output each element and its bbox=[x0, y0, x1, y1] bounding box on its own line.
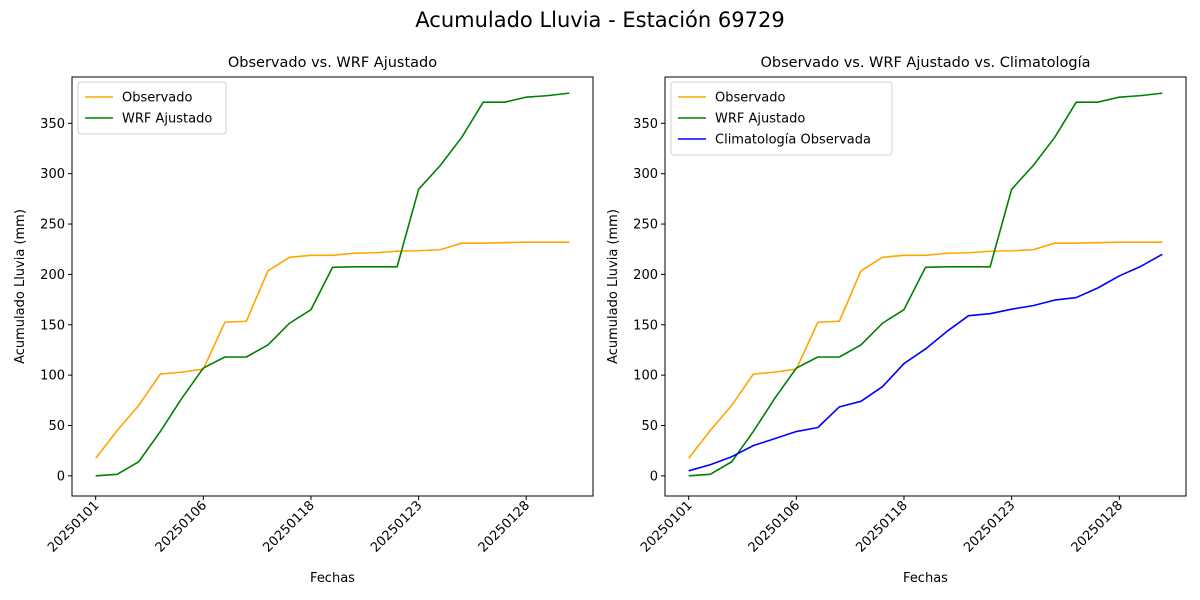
y-tick-label: 100 bbox=[633, 369, 658, 384]
x-tick-label: 20250123 bbox=[368, 498, 425, 555]
x-tick-label: 20250128 bbox=[1069, 498, 1126, 555]
x-axis-label: Fechas bbox=[310, 571, 355, 586]
legend-box bbox=[670, 81, 893, 156]
chart-title: Observado vs. WRF Ajustado bbox=[228, 55, 437, 71]
legend-entry: WRF Ajustado bbox=[122, 112, 212, 127]
legend-box bbox=[77, 81, 227, 135]
y-tick-label: 150 bbox=[40, 318, 65, 333]
y-tick-label: 200 bbox=[40, 268, 65, 283]
legend: Observado WRF Ajustado Climatología Observ… bbox=[670, 81, 893, 156]
y-tick-label: 50 bbox=[641, 419, 658, 434]
chart-title: Observado vs. WRF Ajustado vs. Climatolo… bbox=[761, 55, 1091, 71]
legend-entry: Observado bbox=[715, 91, 786, 106]
y-tick-label: 250 bbox=[633, 218, 658, 233]
series-line-observado bbox=[95, 241, 570, 459]
plot-frame bbox=[664, 76, 1187, 497]
y-tick-label: 350 bbox=[633, 117, 658, 132]
y-tick-label: 100 bbox=[40, 369, 65, 384]
x-tick-label: 20250118 bbox=[260, 498, 317, 555]
x-tick-label: 20250118 bbox=[853, 498, 910, 555]
y-tick-label: 150 bbox=[633, 318, 658, 333]
x-tick-label: 20250101 bbox=[638, 498, 695, 555]
plot-frame bbox=[71, 76, 594, 497]
y-tick-label: 200 bbox=[633, 268, 658, 283]
chart-1: Observado vs. WRF Ajustado 0 50 100 150 200 25… bbox=[13, 55, 594, 586]
series-line-observado bbox=[688, 241, 1163, 459]
x-tick-label: 20250128 bbox=[476, 498, 533, 555]
x-axis-label: Fechas bbox=[903, 571, 948, 586]
y-tick-label: 300 bbox=[40, 167, 65, 182]
figure-suptitle: Acumulado Lluvia - Estación 69729 bbox=[415, 8, 785, 32]
x-tick-label: 20250123 bbox=[961, 498, 1018, 555]
legend-entry: Climatología Observada bbox=[715, 133, 871, 148]
series-line-wrf-ajustado bbox=[688, 92, 1163, 477]
x-tick-label: 20250101 bbox=[45, 498, 102, 555]
y-tick-label: 0 bbox=[650, 469, 658, 484]
legend-entry: Observado bbox=[122, 91, 193, 106]
legend: Observado WRF Ajustado bbox=[77, 81, 227, 135]
x-tick-label: 20250106 bbox=[746, 498, 803, 555]
chart-2: Observado vs. WRF Ajustado vs. Climatolo… bbox=[606, 55, 1187, 586]
legend-entry: WRF Ajustado bbox=[715, 112, 805, 127]
y-tick-label: 350 bbox=[40, 117, 65, 132]
y-tick-label: 300 bbox=[633, 167, 658, 182]
y-axis-label: Acumulado Lluvia (mm) bbox=[606, 209, 621, 364]
series-line-wrf-ajustado bbox=[95, 92, 570, 477]
x-tick-label: 20250106 bbox=[153, 498, 210, 555]
y-axis-label: Acumulado Lluvia (mm) bbox=[13, 209, 28, 364]
y-tick-label: 50 bbox=[48, 419, 65, 434]
y-tick-label: 250 bbox=[40, 218, 65, 233]
y-tick-label: 0 bbox=[57, 469, 65, 484]
series-line-climatolog-a-observada bbox=[688, 253, 1163, 472]
